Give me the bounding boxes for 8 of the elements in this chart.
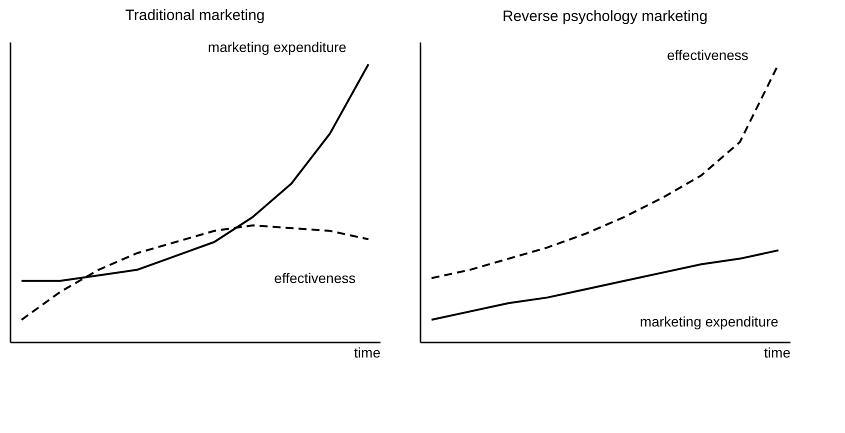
- chart-title: Reverse psychology marketing: [502, 8, 708, 25]
- series-label: effectiveness: [666, 47, 748, 64]
- x-axis-title: time: [354, 344, 381, 360]
- x-axis-title: time: [764, 344, 791, 360]
- text: marketing expenditure: [640, 313, 779, 330]
- text: effectiveness: [274, 270, 356, 286]
- series-label: marketing expenditure: [208, 39, 347, 56]
- chart-title: Traditional marketing: [125, 7, 265, 24]
